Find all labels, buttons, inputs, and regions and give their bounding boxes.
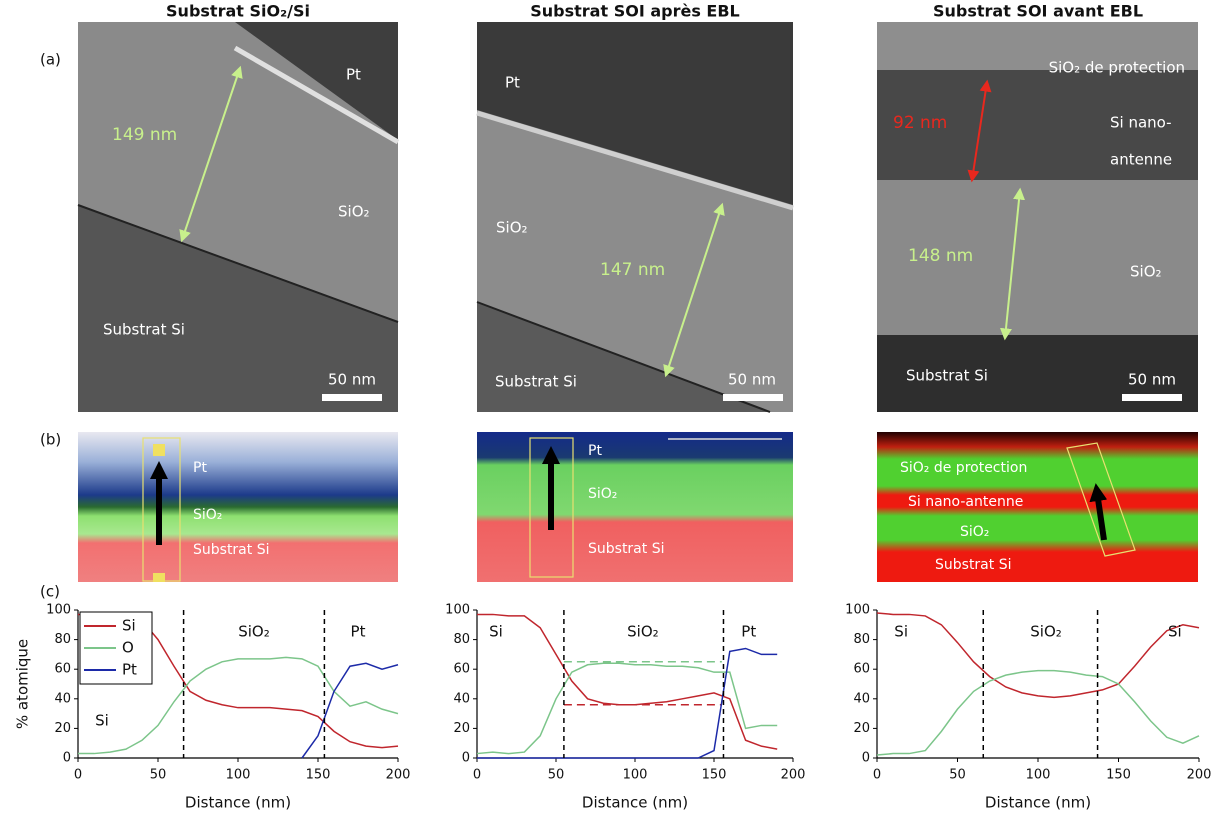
x-tick-label: 100 bbox=[226, 768, 251, 783]
x-axis-label: Distance (nm) bbox=[985, 794, 1091, 812]
column-title: Substrat SiO₂/Si bbox=[166, 2, 310, 21]
x-tick-label: 0 bbox=[74, 768, 82, 783]
tem-image bbox=[877, 22, 1198, 412]
column-title: Substrat SOI avant EBL bbox=[933, 2, 1143, 21]
map-label: SiO₂ bbox=[193, 507, 222, 523]
scale-bar-label: 50 nm bbox=[328, 371, 376, 389]
y-tick-label: 60 bbox=[853, 662, 870, 677]
x-tick-label: 200 bbox=[781, 768, 806, 783]
x-tick-label: 150 bbox=[702, 768, 727, 783]
tem-image bbox=[77, 22, 400, 412]
series-line bbox=[78, 656, 399, 755]
x-tick-label: 0 bbox=[873, 768, 881, 783]
annotation: Si bbox=[489, 623, 503, 641]
x-tick-label: 200 bbox=[386, 768, 411, 783]
y-tick-label: 80 bbox=[453, 632, 470, 647]
series-line bbox=[476, 662, 778, 755]
y-tick-label: 0 bbox=[462, 751, 470, 766]
tem-label: Substrat Si bbox=[103, 321, 185, 339]
x-tick-label: 150 bbox=[1106, 768, 1131, 783]
series-line bbox=[301, 662, 399, 759]
y-axis-label: % atomique bbox=[14, 639, 32, 729]
annotation: Pt bbox=[351, 623, 366, 641]
tem-label: Substrat Si bbox=[906, 367, 988, 385]
y-tick-label: 40 bbox=[54, 691, 71, 706]
y-tick-label: 80 bbox=[853, 632, 870, 647]
legend-label: Si bbox=[122, 617, 136, 635]
y-tick-label: 100 bbox=[845, 603, 870, 618]
y-tick-label: 0 bbox=[862, 751, 870, 766]
series-line bbox=[477, 613, 778, 750]
annotation: SiO₂ bbox=[1030, 623, 1062, 641]
tem-label: SiO₂ bbox=[496, 219, 528, 237]
annotation: Si bbox=[1168, 623, 1182, 641]
y-tick-label: 20 bbox=[54, 721, 71, 736]
measure-label: 92 nm bbox=[893, 113, 947, 133]
y-tick-label: 60 bbox=[54, 662, 71, 677]
legend-label: Pt bbox=[122, 661, 137, 679]
x-axis-label: Distance (nm) bbox=[582, 794, 688, 812]
panel-label: (a) bbox=[40, 51, 61, 69]
panel-label: (c) bbox=[40, 583, 60, 601]
x-tick-label: 50 bbox=[548, 768, 565, 783]
x-axis-label: Distance (nm) bbox=[185, 794, 291, 812]
x-tick-label: 200 bbox=[1187, 768, 1212, 783]
map-label: Pt bbox=[193, 460, 207, 476]
panel-label: (b) bbox=[40, 431, 61, 449]
map-label: Si nano-antenne bbox=[908, 494, 1023, 510]
y-tick-label: 20 bbox=[453, 721, 470, 736]
tem-label: Pt bbox=[346, 66, 361, 84]
annotation: SiO₂ bbox=[627, 623, 659, 641]
x-tick-label: 0 bbox=[473, 768, 481, 783]
map-label: SiO₂ bbox=[588, 486, 617, 502]
scale-bar-label: 50 nm bbox=[1128, 371, 1176, 389]
map-label: SiO₂ de protection bbox=[900, 460, 1027, 476]
legend-label: O bbox=[122, 639, 134, 657]
tem-label: antenne bbox=[1110, 151, 1172, 169]
tem-label: Substrat Si bbox=[495, 373, 577, 391]
edx-map bbox=[78, 432, 1198, 582]
measure-label: 149 nm bbox=[112, 125, 177, 145]
y-tick-label: 20 bbox=[853, 721, 870, 736]
y-tick-label: 100 bbox=[445, 603, 470, 618]
tem-label: Si nano- bbox=[1110, 114, 1172, 132]
series-line bbox=[477, 647, 778, 759]
annotation: Pt bbox=[741, 623, 756, 641]
tem-label: SiO₂ bbox=[1130, 263, 1162, 281]
y-tick-label: 80 bbox=[54, 632, 71, 647]
map-label: Pt bbox=[588, 443, 602, 459]
tem-label: SiO₂ de protection bbox=[1049, 59, 1185, 77]
measure-label: 147 nm bbox=[600, 260, 665, 280]
map-label: Substrat Si bbox=[935, 557, 1011, 573]
tem-label: SiO₂ bbox=[338, 203, 370, 221]
series-line bbox=[876, 612, 1200, 699]
x-tick-label: 50 bbox=[150, 768, 167, 783]
y-tick-label: 40 bbox=[853, 691, 870, 706]
y-tick-label: 100 bbox=[46, 603, 71, 618]
measure-label: 148 nm bbox=[908, 246, 973, 266]
tem-label: Pt bbox=[505, 74, 520, 92]
annotation: Si bbox=[894, 623, 908, 641]
map-label: SiO₂ bbox=[960, 524, 989, 540]
series-line bbox=[876, 669, 1200, 756]
column-title: Substrat SOI après EBL bbox=[530, 2, 740, 21]
tem-image bbox=[476, 22, 794, 413]
y-tick-label: 60 bbox=[453, 662, 470, 677]
y-tick-label: 40 bbox=[453, 691, 470, 706]
annotation: SiO₂ bbox=[238, 623, 270, 641]
scale-bar-label: 50 nm bbox=[728, 371, 776, 389]
x-tick-label: 100 bbox=[1026, 768, 1051, 783]
map-label: Substrat Si bbox=[193, 542, 269, 558]
x-tick-label: 50 bbox=[949, 768, 966, 783]
annotation: Si bbox=[95, 712, 109, 730]
x-tick-label: 150 bbox=[306, 768, 331, 783]
y-tick-label: 0 bbox=[63, 751, 71, 766]
x-tick-label: 100 bbox=[623, 768, 648, 783]
map-label: Substrat Si bbox=[588, 541, 664, 557]
